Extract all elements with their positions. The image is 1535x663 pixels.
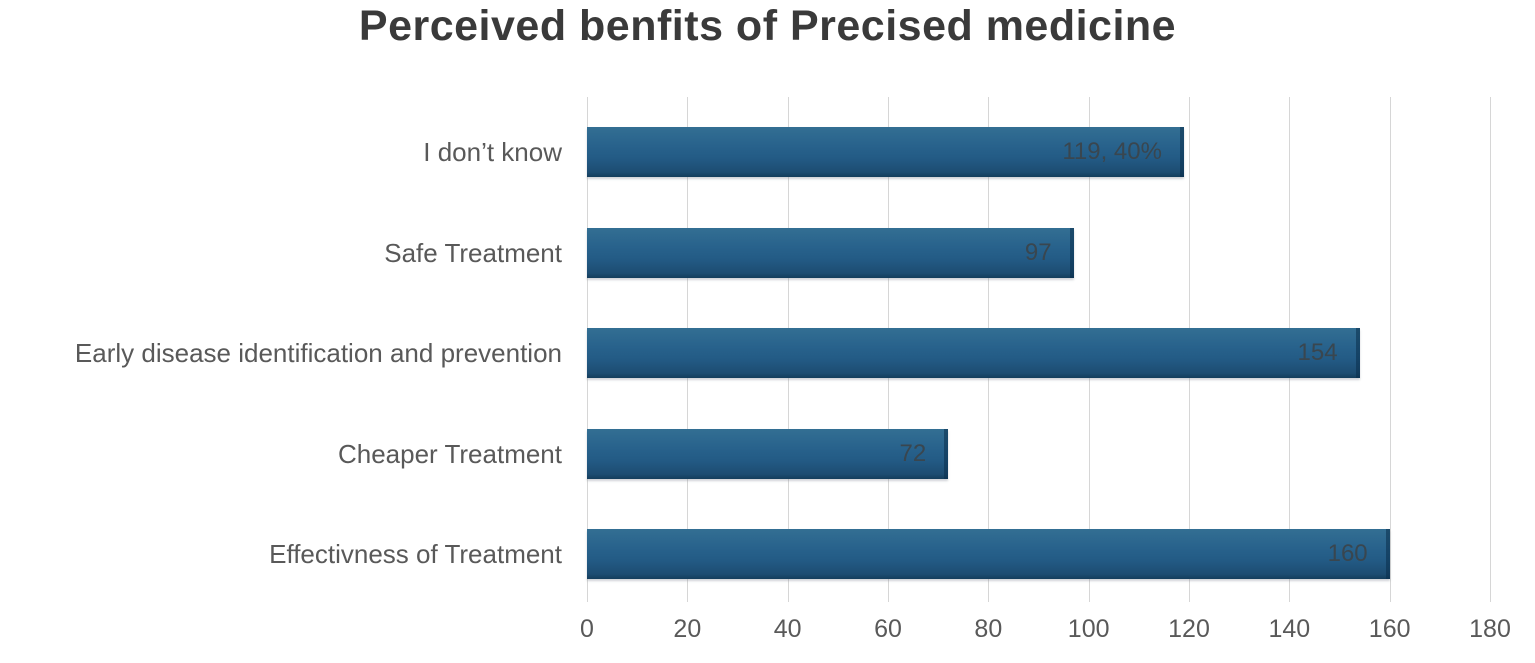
x-tick-label: 0	[580, 615, 594, 643]
category-label: Early disease identification and prevent…	[74, 338, 562, 368]
x-tick-label: 40	[773, 615, 802, 643]
bar-value-label: 72	[899, 439, 927, 467]
x-tick-label: 160	[1368, 615, 1411, 643]
bar: 160	[587, 529, 1390, 579]
category-label: Safe Treatment	[384, 237, 562, 268]
bar-value-label: 119, 40%	[1062, 138, 1162, 165]
x-tick-label: 60	[874, 615, 902, 643]
bar-value-label: 160	[1327, 540, 1368, 567]
x-tick-label: 100	[1067, 615, 1110, 643]
x-tick-label: 20	[673, 615, 702, 643]
x-tick-label: 80	[974, 615, 1003, 643]
bar-value-label: 154	[1297, 339, 1338, 366]
category-label: Cheaper Treatment	[337, 438, 562, 469]
x-tick-label: 140	[1268, 615, 1311, 643]
x-tick-label: 180	[1469, 615, 1511, 643]
category-label: I don’t know	[423, 137, 562, 167]
bar: 119, 40%	[587, 127, 1184, 177]
gridline	[1389, 97, 1391, 602]
bar: 154	[587, 328, 1360, 378]
bar: 97	[587, 227, 1074, 278]
bar-value-label: 97	[1024, 238, 1052, 266]
bar: 72	[587, 428, 949, 479]
chart-title: Perceived benfits of Precised medicine	[358, 2, 1177, 50]
gridline	[1490, 97, 1491, 602]
x-tick-label: 120	[1168, 615, 1210, 643]
plot-area: 119, 40% 97 154 72 160	[587, 97, 1491, 602]
category-label: Effectivness of Treatment	[269, 539, 562, 569]
